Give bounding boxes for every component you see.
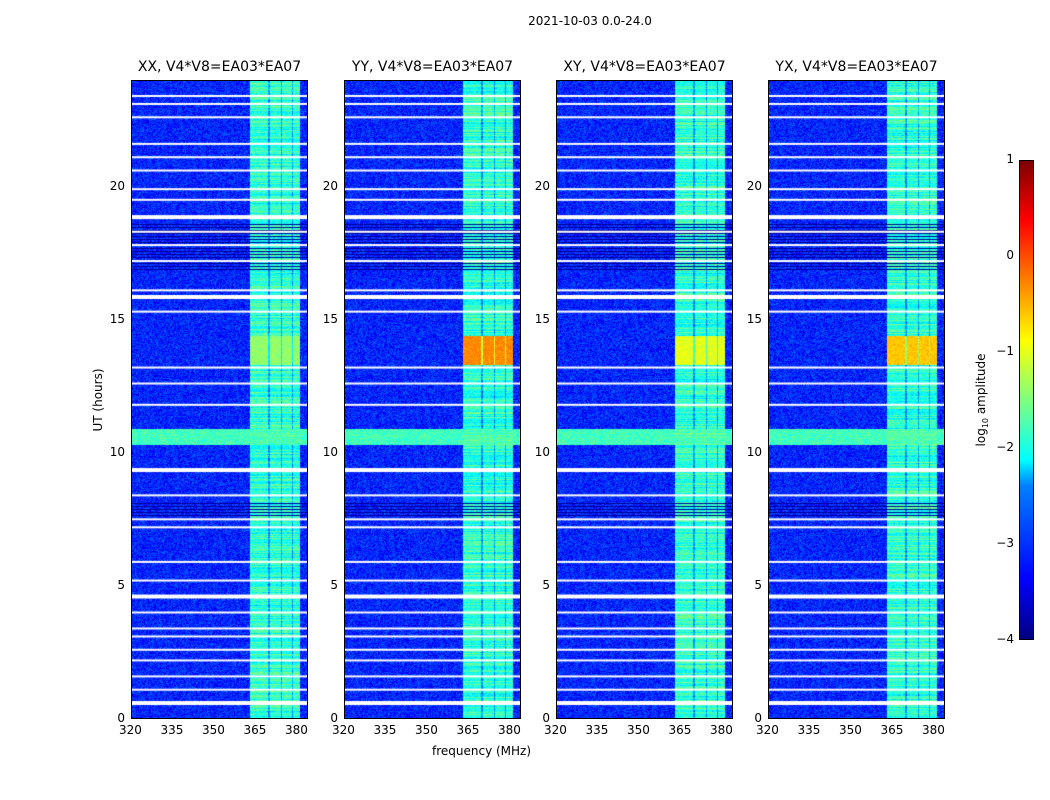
y-tick-label: 20	[322, 178, 338, 193]
y-tick-label: 20	[534, 178, 550, 193]
heatmap-panel	[344, 80, 521, 719]
x-tick-label: 350	[414, 723, 438, 737]
heatmap-image	[556, 80, 733, 719]
y-tick-label: 10	[534, 444, 550, 459]
x-tick-label: 365	[243, 723, 267, 737]
y-tick-label: 10	[746, 444, 762, 459]
y-tick-label: 0	[542, 711, 550, 725]
heatmap-image	[131, 80, 308, 719]
heatmap-panel	[556, 80, 733, 719]
y-tick-label: 10	[109, 444, 125, 459]
x-tick-label: 335	[797, 723, 821, 737]
y-tick-label: 15	[746, 311, 762, 326]
x-tick-label: 335	[585, 723, 609, 737]
colorbar-tick-label: 1	[1006, 152, 1014, 166]
y-tick-label: 0	[754, 711, 762, 725]
colorbar-label: log10 amplitude	[973, 353, 991, 447]
x-tick-label: 335	[373, 723, 397, 737]
x-tick-label: 380	[921, 723, 945, 737]
heatmap-image	[344, 80, 521, 719]
y-tick-label: 20	[109, 178, 125, 193]
y-tick-label: 20	[746, 178, 762, 193]
heatmap-panel	[768, 80, 945, 719]
colorbar-tick-label: 0	[1006, 248, 1014, 262]
heatmap-image	[768, 80, 945, 719]
x-tick-label: 380	[709, 723, 733, 737]
y-tick-label: 15	[109, 311, 125, 326]
colorbar-tick-label: −1	[996, 344, 1014, 358]
x-tick-label: 380	[284, 723, 308, 737]
y-tick-label: 5	[117, 577, 125, 592]
y-tick-label: 5	[542, 577, 550, 592]
x-tick-label: 365	[880, 723, 904, 737]
colorbar-tick-label: −2	[996, 440, 1014, 454]
y-tick-label: 15	[534, 311, 550, 326]
colorbar-tick-label: −4	[996, 632, 1014, 646]
y-tick-label: 5	[754, 577, 762, 592]
x-tick-label: 365	[456, 723, 480, 737]
x-tick-label: 320	[756, 723, 779, 737]
panel-title: YY, V4*V8=EA03*EA07	[351, 59, 514, 75]
y-tick-label: 0	[330, 711, 338, 725]
x-tick-label: 320	[544, 723, 567, 737]
panel-title: YX, V4*V8=EA03*EA07	[775, 59, 938, 75]
x-axis-label: frequency (MHz)	[432, 744, 532, 758]
x-tick-label: 350	[838, 723, 862, 737]
x-tick-label: 350	[201, 723, 225, 737]
x-tick-label: 335	[160, 723, 184, 737]
x-tick-label: 365	[668, 723, 692, 737]
x-tick-label: 350	[626, 723, 650, 737]
colorbar-tick-label: −3	[996, 536, 1014, 550]
y-tick-label: 15	[322, 311, 338, 326]
x-tick-label: 320	[332, 723, 355, 737]
colorbar	[1019, 160, 1034, 640]
y-tick-label: 10	[322, 444, 338, 459]
x-tick-label: 380	[497, 723, 521, 737]
figure-title: 2021-10-03 0.0-24.0	[528, 14, 652, 28]
x-tick-label: 320	[119, 723, 142, 737]
y-tick-label: 0	[117, 711, 125, 725]
heatmap-panel	[131, 80, 308, 719]
y-tick-label: 5	[330, 577, 338, 592]
y-axis-label: UT (hours)	[91, 368, 105, 432]
panel-title: XY, V4*V8=EA03*EA07	[563, 59, 726, 75]
panel-title: XX, V4*V8=EA03*EA07	[137, 59, 302, 75]
